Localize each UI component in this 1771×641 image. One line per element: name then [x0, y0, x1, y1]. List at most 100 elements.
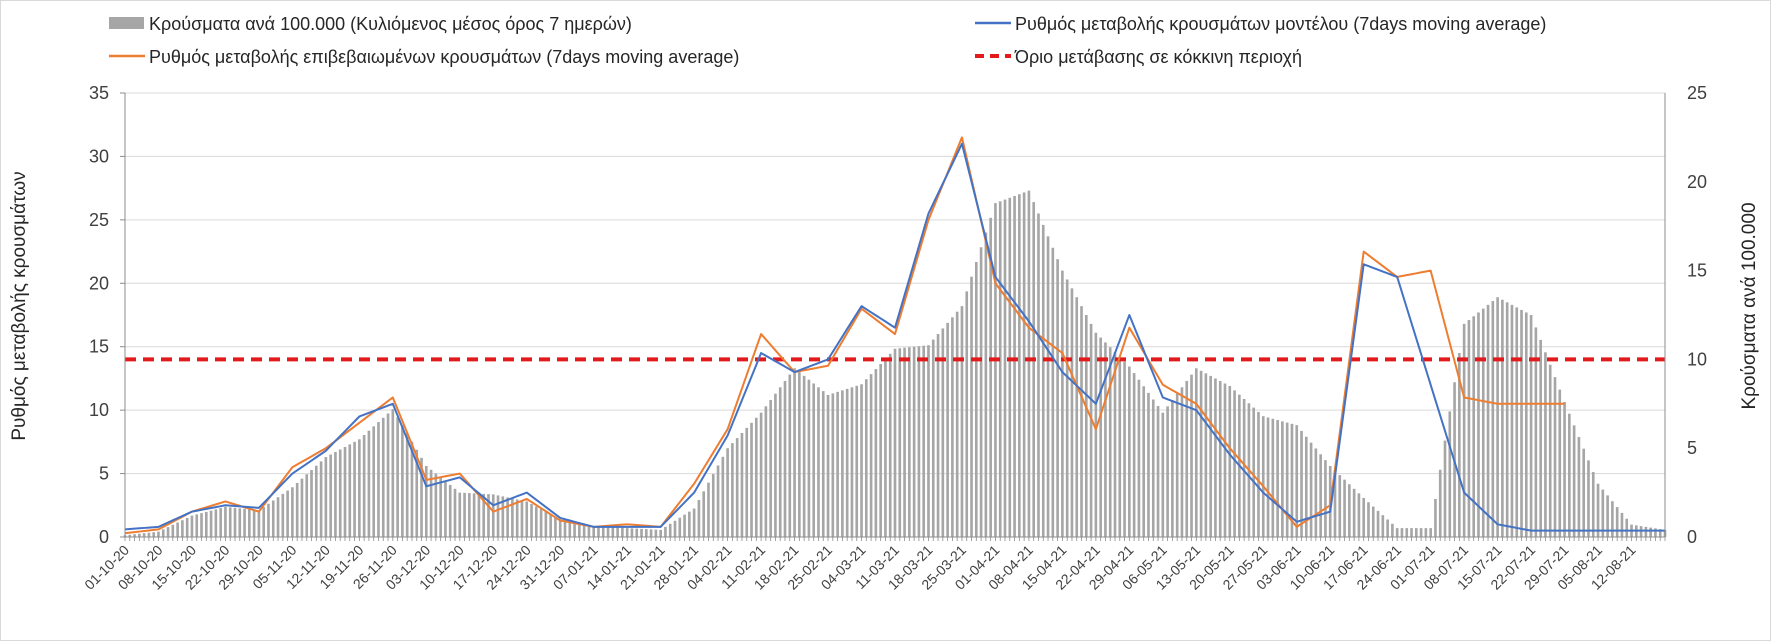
bar	[1381, 515, 1385, 537]
bar	[1362, 497, 1366, 537]
bar	[1204, 373, 1208, 537]
bar	[1309, 442, 1313, 537]
bar	[754, 417, 758, 537]
bar	[238, 508, 242, 537]
bar	[1467, 320, 1471, 537]
bar	[343, 446, 347, 537]
bar	[692, 508, 696, 537]
bar	[1051, 247, 1055, 537]
bar	[228, 507, 232, 537]
bar	[716, 465, 720, 537]
bar	[1218, 380, 1222, 537]
bar	[1084, 315, 1088, 537]
bar	[138, 533, 141, 537]
bar	[128, 534, 132, 537]
bar	[860, 384, 863, 537]
bar	[243, 508, 246, 537]
legend-threshold-label: Όριο μετάβασης σε κόκκινη περιοχή	[1014, 47, 1302, 67]
bar	[1548, 364, 1552, 537]
bar	[850, 387, 854, 537]
bar	[912, 346, 916, 537]
bar	[314, 465, 318, 537]
bar	[931, 339, 935, 537]
bar	[1147, 392, 1150, 537]
bar	[233, 507, 237, 537]
y-left-tick-label: 30	[89, 146, 109, 166]
bar	[654, 529, 658, 537]
y-axis-left-title: Ρυθμός μεταβολής κρουσμάτων	[9, 171, 30, 440]
bar	[1046, 236, 1050, 537]
legend: Κρούσματα ανά 100.000 (Κυλιόμενος μέσος …	[109, 14, 1546, 67]
bar	[1252, 407, 1256, 537]
bar	[1405, 528, 1409, 537]
bar	[381, 417, 385, 537]
bar	[1414, 528, 1418, 537]
bar	[1223, 383, 1227, 537]
bar	[826, 394, 830, 537]
bar	[1319, 454, 1322, 537]
bar	[1410, 528, 1413, 537]
bar	[1348, 484, 1351, 537]
bar	[1304, 436, 1308, 537]
bar	[482, 493, 486, 537]
bar	[415, 449, 419, 537]
bar	[353, 441, 356, 537]
bar	[1037, 213, 1040, 537]
bar	[711, 474, 715, 537]
y-left-tick-label: 25	[89, 210, 109, 230]
bar	[1568, 413, 1571, 537]
bar	[721, 456, 725, 537]
bar	[936, 334, 940, 537]
bar	[1395, 528, 1399, 537]
bar	[621, 527, 624, 537]
bar	[955, 311, 959, 537]
bar	[1137, 379, 1141, 537]
bar	[549, 514, 552, 537]
bar	[688, 511, 691, 537]
bar	[405, 433, 409, 537]
bar	[893, 348, 897, 537]
bar	[1118, 356, 1122, 537]
bar	[1075, 297, 1079, 537]
y-right-tick-label: 0	[1687, 527, 1697, 547]
bar	[367, 430, 371, 537]
bar	[477, 493, 481, 537]
bar	[204, 511, 208, 537]
legend-confirmed-label: Ρυθμός μεταβολής επιβεβαιωμένων κρουσμάτ…	[149, 47, 739, 67]
bar	[869, 374, 873, 537]
bar	[530, 504, 533, 537]
bar	[888, 353, 892, 537]
bar	[362, 435, 366, 537]
bar	[262, 507, 266, 537]
bar	[1123, 361, 1126, 537]
bar	[1089, 323, 1093, 537]
bar	[276, 497, 280, 537]
bar	[1644, 526, 1648, 537]
bar	[616, 527, 619, 537]
bar	[1577, 437, 1581, 537]
bar	[487, 494, 490, 537]
bar	[1429, 528, 1432, 537]
bar	[334, 452, 337, 537]
bar	[348, 444, 352, 537]
bar	[625, 528, 629, 537]
bar	[1128, 366, 1131, 537]
bar	[429, 469, 433, 537]
bar	[908, 347, 911, 537]
bar	[1601, 489, 1605, 537]
bar	[798, 372, 801, 537]
bar	[927, 345, 930, 537]
bar	[248, 509, 251, 537]
bar	[1587, 460, 1590, 537]
bar	[1070, 288, 1074, 537]
bar	[157, 531, 160, 537]
bar	[874, 369, 878, 537]
y-right-tick-label: 5	[1687, 438, 1697, 458]
bar	[185, 517, 189, 537]
bar	[683, 514, 686, 537]
bar	[917, 346, 921, 537]
bar	[1596, 483, 1600, 537]
bar	[640, 528, 643, 537]
bar	[979, 247, 983, 537]
